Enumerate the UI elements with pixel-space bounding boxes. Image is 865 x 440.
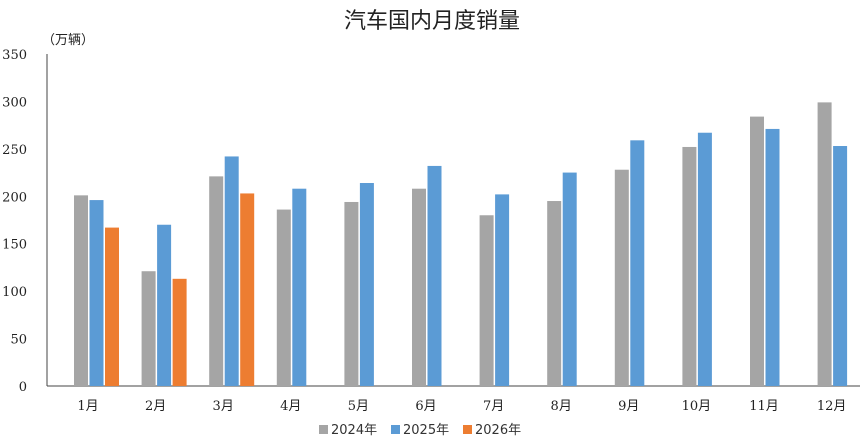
- x-tick-label: 12月: [817, 399, 847, 414]
- legend: 2024年 2025年 2026年: [319, 423, 521, 438]
- bar-2025年-3月: [224, 156, 239, 386]
- x-tick-label: 4月: [280, 399, 301, 414]
- bar-2024年-3月: [209, 176, 224, 386]
- x-tick-label: 1月: [77, 399, 98, 414]
- x-tick-label: 6月: [415, 399, 436, 414]
- y-tick-label: 300: [2, 95, 27, 110]
- x-tick-label: 11月: [749, 399, 779, 414]
- bar-2024年-1月: [74, 195, 88, 386]
- bar-2025年-1月: [89, 200, 104, 386]
- bar-2024年-5月: [344, 201, 359, 386]
- legend-swatch: [463, 425, 472, 434]
- bar-2024年-4月: [276, 209, 291, 386]
- legend-label: 2024年: [331, 423, 377, 438]
- x-tick-label: 10月: [682, 399, 712, 414]
- bar-2025年-11月: [765, 128, 780, 387]
- x-tick-label: 7月: [483, 399, 504, 414]
- x-axis-labels: 1月 2月 3月 4月 5月 6月 7月 8月 9月 10月 11月 12月: [77, 399, 846, 414]
- bar-2025年-4月: [292, 188, 307, 386]
- x-tick-label: 3月: [213, 399, 234, 414]
- y-axis-ticks: 0 50 100 150 200 250 300 350: [2, 48, 27, 395]
- bar-2025年-5月: [359, 183, 374, 386]
- y-tick-label: 100: [2, 285, 27, 300]
- bar-2024年-6月: [412, 188, 426, 386]
- bar-2025年-10月: [697, 132, 712, 386]
- x-tick-label: 5月: [348, 399, 369, 414]
- y-unit-label: （万辆）: [42, 33, 94, 48]
- bar-2024年-2月: [141, 271, 156, 386]
- bar-2026年-1月: [105, 227, 119, 386]
- x-tick-label: 8月: [551, 399, 572, 414]
- bar-2024年-11月: [750, 116, 764, 386]
- legend-label: 2025年: [403, 423, 449, 438]
- y-tick-label: 0: [19, 380, 27, 395]
- bar-2024年-8月: [547, 201, 562, 386]
- x-tick-label: 9月: [618, 399, 639, 414]
- bar-series: [74, 102, 848, 387]
- y-tick-label: 50: [10, 333, 27, 348]
- bar-2024年-12月: [817, 102, 832, 387]
- bar-2026年-2月: [172, 278, 187, 386]
- bar-2024年-10月: [682, 146, 697, 386]
- bar-2024年-7月: [479, 215, 494, 386]
- bar-2026年-3月: [240, 193, 255, 386]
- y-tick-label: 150: [2, 238, 27, 253]
- bar-2025年-2月: [157, 224, 172, 386]
- bar-2025年-8月: [562, 172, 577, 386]
- bar-2025年-12月: [833, 146, 848, 386]
- legend-label: 2026年: [475, 423, 521, 438]
- y-tick-label: 250: [2, 143, 27, 158]
- x-tick-label: 2月: [145, 399, 166, 414]
- y-tick-label: 200: [2, 190, 27, 205]
- bar-2025年-9月: [630, 140, 645, 386]
- legend-swatch: [391, 425, 400, 434]
- bar-2025年-6月: [427, 165, 442, 386]
- chart-title: 汽车国内月度销量: [344, 9, 520, 34]
- bar-2024年-9月: [614, 169, 629, 386]
- y-tick-label: 350: [2, 48, 27, 63]
- bar-2025年-7月: [495, 194, 510, 386]
- legend-swatch: [319, 425, 328, 434]
